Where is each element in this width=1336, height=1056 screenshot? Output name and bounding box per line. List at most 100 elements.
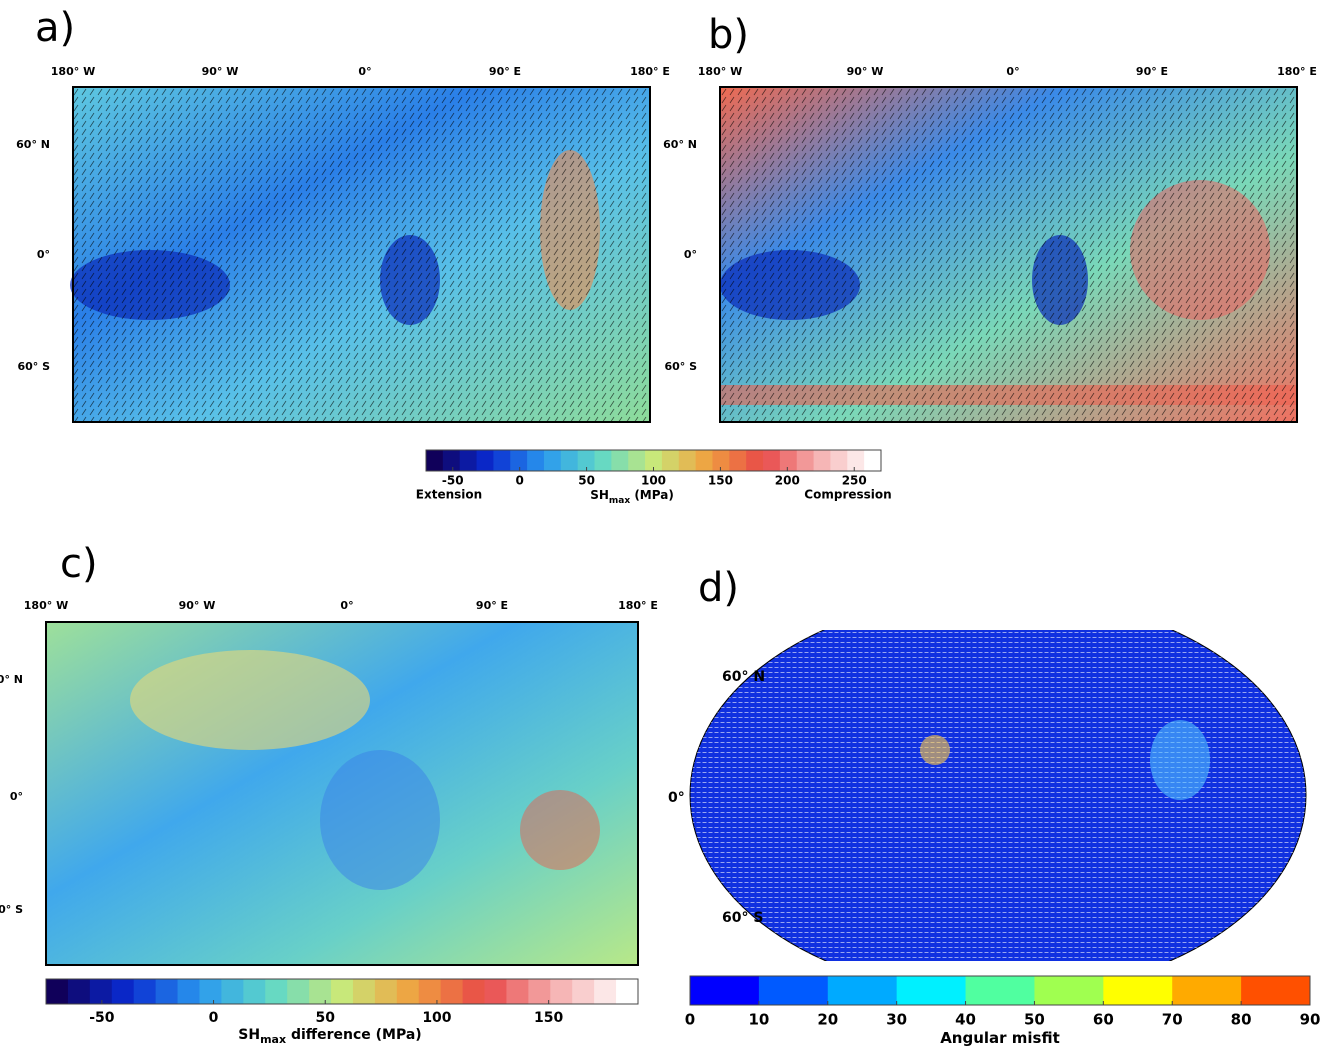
lat-tick-label: 60° S	[664, 360, 697, 373]
colorbar-swatch	[690, 976, 759, 1005]
colorbar-swatch	[331, 979, 353, 1004]
colorbar-swatch	[426, 450, 443, 471]
colorbar-swatch	[463, 979, 485, 1004]
colorbar-swatch	[550, 979, 572, 1004]
panel-label: b)	[708, 12, 749, 58]
colorbar-tick-label: 0	[209, 1010, 219, 1026]
colorbar-swatch	[243, 979, 265, 1004]
colorbar-swatch	[830, 450, 847, 471]
colorbar-tick-label: 100	[422, 1010, 451, 1026]
colorbar-swatch	[510, 450, 527, 471]
colorbar-swatch	[828, 976, 897, 1005]
colorbar-title-sub: max	[260, 1033, 286, 1046]
colorbar-swatch	[1103, 976, 1172, 1005]
colorbar-swatch	[528, 979, 550, 1004]
colorbar-swatch	[729, 450, 746, 471]
colorbar-swatch	[265, 979, 287, 1004]
colorbar-swatch	[616, 979, 638, 1004]
lon-tick-label: 0°	[358, 65, 371, 78]
colorbar-tick-label: 150	[534, 1010, 563, 1026]
map-c	[46, 622, 638, 965]
lat-tick-label: 0°	[684, 248, 697, 261]
colorbar-swatch	[679, 450, 696, 471]
colorbar-swatch	[814, 450, 831, 471]
colorbar-tick-label: 70	[1162, 1011, 1183, 1029]
colorbar-title: SHmax (MPa)	[590, 488, 674, 506]
colorbar-tick-label: 100	[641, 474, 666, 488]
colorbar-swatch	[1241, 976, 1310, 1005]
colorbar-title-rest: (MPa)	[630, 488, 674, 502]
colorbar-tick-label: -50	[89, 1010, 115, 1026]
lon-tick-label: 90° E	[476, 599, 508, 612]
colorbar-tick-label: -50	[442, 474, 464, 488]
lon-tick-label: 90° W	[847, 65, 884, 78]
colorbar-swatch	[561, 450, 578, 471]
colorbar-swatch	[1172, 976, 1241, 1005]
colorbar-swatch	[797, 450, 814, 471]
colorbar-tick-label: 200	[775, 474, 800, 488]
lat-tick-label: 60° S	[0, 903, 23, 916]
colorbar-swatch	[477, 450, 494, 471]
colorbar-swatch	[156, 979, 178, 1004]
colorbar-swatch	[763, 450, 780, 471]
colorbar-swatch	[68, 979, 90, 1004]
colorbar-swatch	[506, 979, 528, 1004]
colorbar-swatch	[696, 450, 713, 471]
colorbar-tick-label: 150	[708, 474, 733, 488]
panel-label: a)	[35, 5, 75, 51]
map-b	[720, 87, 1297, 422]
map-a	[70, 87, 650, 422]
figure: a) 180° W 90° W 0° 90° E 180° E 60° N 0° 60° S b)…	[0, 0, 1336, 1052]
colorbar-swatch	[221, 979, 243, 1004]
colorbar-swatch	[46, 979, 68, 1004]
colorbar-swatch	[611, 450, 628, 471]
panel-label: c)	[60, 541, 98, 587]
colorbar-swatch	[527, 450, 544, 471]
colorbar-tick-label: 90	[1300, 1011, 1321, 1029]
colorbar-tick-label: 20	[817, 1011, 838, 1029]
lat-tick-label: 60° N	[0, 673, 23, 686]
colorbar-title-main: Angular misfit	[940, 1029, 1060, 1047]
lon-tick-label: 90° W	[202, 65, 239, 78]
colorbar-swatch	[485, 979, 507, 1004]
colorbar-title-sub: max	[609, 496, 630, 506]
lon-tick-label: 180° W	[24, 599, 68, 612]
colorbar-swatch	[595, 450, 612, 471]
colorbar-swatch	[460, 450, 477, 471]
lon-tick-label: 90° E	[1136, 65, 1168, 78]
colorbar-swatch	[443, 450, 460, 471]
lat-tick-label: 60° N	[663, 138, 697, 151]
colorbar-swatch	[1034, 976, 1103, 1005]
colorbar-title-main: SH	[238, 1027, 260, 1043]
map-d	[690, 595, 1306, 995]
lon-tick-label: 90° E	[489, 65, 521, 78]
colorbar-swatch	[864, 450, 881, 471]
lon-tick-label: 180° W	[698, 65, 742, 78]
colorbar-tick-label: 0	[685, 1011, 695, 1029]
colorbar-swatch	[712, 450, 729, 471]
colorbar-swatch	[419, 979, 441, 1004]
lat-tick-label: 0°	[668, 790, 685, 806]
colorbar-swatch	[572, 979, 594, 1004]
colorbar-title-rest: difference (MPa)	[286, 1027, 422, 1043]
colorbar-swatch	[134, 979, 156, 1004]
colorbar-tick-label: 10	[748, 1011, 769, 1029]
colorbar-tick-label: 50	[316, 1010, 336, 1026]
colorbar-swatch	[375, 979, 397, 1004]
colorbar-swatch	[441, 979, 463, 1004]
lon-tick-label: 180° E	[618, 599, 658, 612]
colorbar-swatch	[287, 979, 309, 1004]
colorbar-tick-label: 250	[842, 474, 867, 488]
colorbar-tick-label: 80	[1231, 1011, 1252, 1029]
colorbar-tick-label: 60	[1093, 1011, 1114, 1029]
colorbar-tick-label: 30	[886, 1011, 907, 1029]
lat-tick-label: 0°	[10, 790, 23, 803]
colorbar-swatch	[353, 979, 375, 1004]
colorbar-swatch	[966, 976, 1035, 1005]
colorbar-swatch	[178, 979, 200, 1004]
colorbar-tick-label: 0	[515, 474, 523, 488]
lat-tick-label: 60° N	[722, 669, 765, 685]
colorbar-swatch	[759, 976, 828, 1005]
colorbar-swatch	[897, 976, 966, 1005]
colorbar-swatch	[309, 979, 331, 1004]
